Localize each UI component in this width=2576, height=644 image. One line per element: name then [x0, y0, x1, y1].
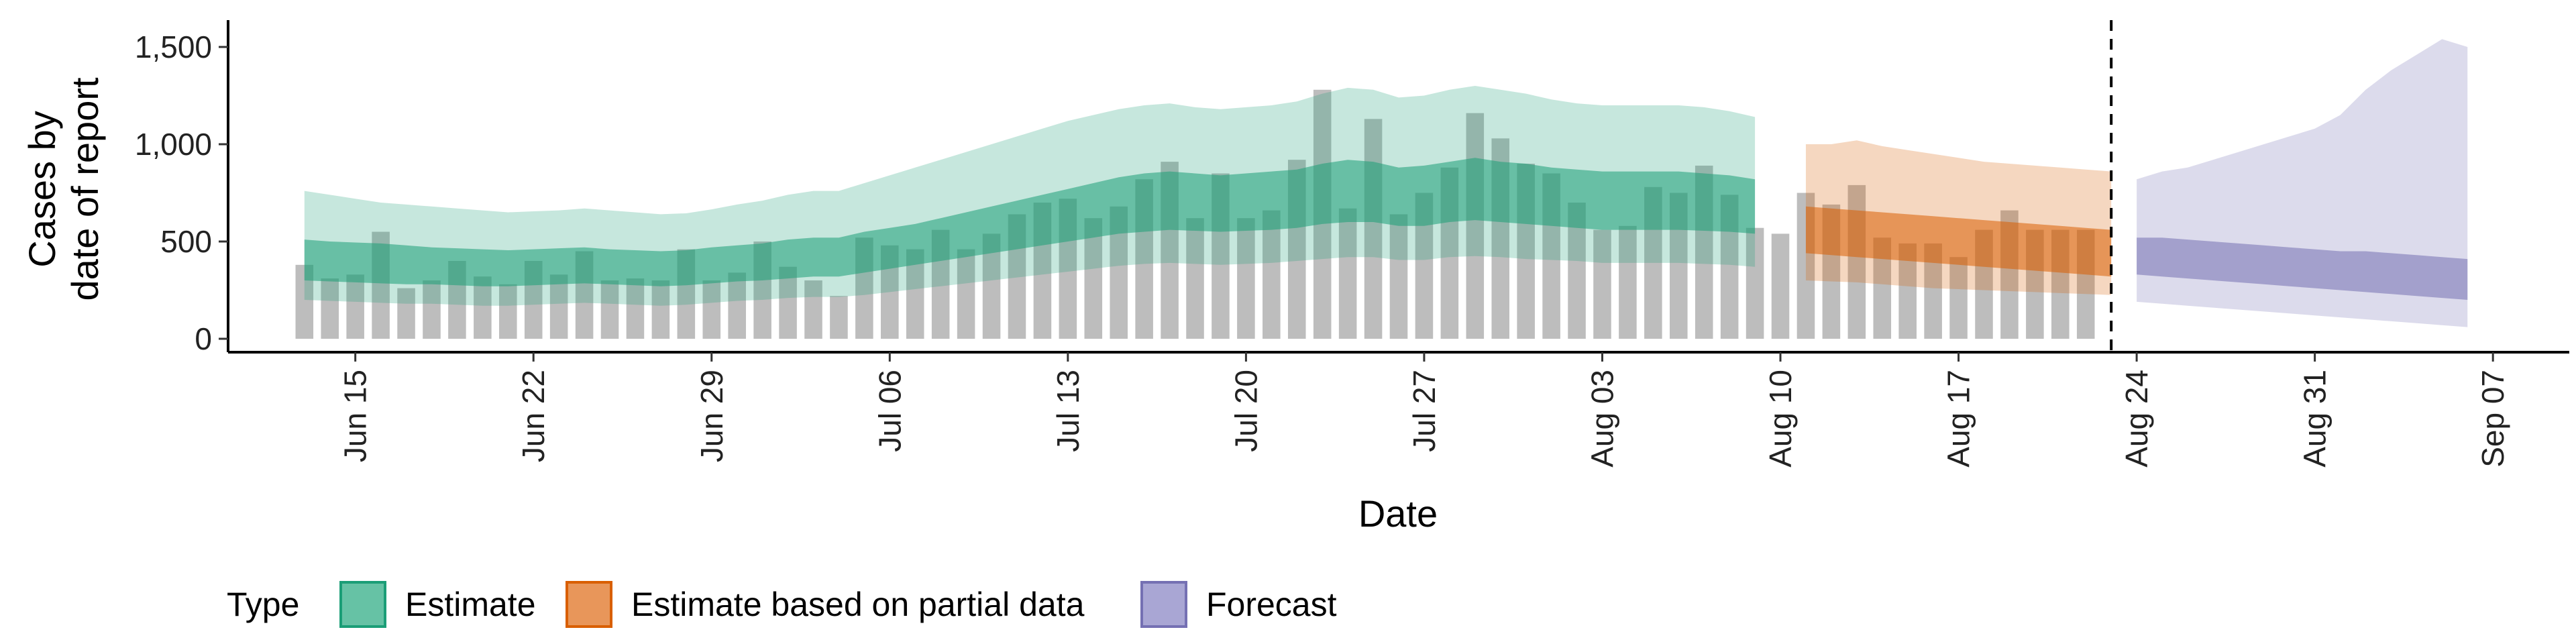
reported-cases-bar: [1389, 214, 1408, 339]
reported-cases-bar: [702, 280, 721, 339]
reported-cases-bar: [1619, 225, 1637, 339]
x-tick-label: Aug 17: [1941, 370, 1976, 468]
reported-cases-bar: [1338, 208, 1357, 339]
estimate-outer-band: [304, 86, 1756, 306]
x-tick-label: Jul 06: [872, 370, 907, 452]
reported-cases-bar: [626, 278, 645, 339]
reported-cases-bar: [346, 274, 364, 339]
reported-cases-bar: [600, 280, 619, 339]
y-axis-title-line-2: date of report: [64, 77, 106, 301]
reported-cases-bar: [1364, 119, 1383, 339]
x-tick-label: Jun 15: [338, 370, 373, 462]
reported-cases-bar: [474, 276, 492, 339]
x-tick-label: Jul 27: [1407, 370, 1442, 452]
reported-cases-bar: [728, 272, 746, 339]
estimate-inner-band: [304, 158, 1756, 286]
reported-cases-bar: [651, 280, 670, 339]
y-axis-title-line-1: Cases by: [21, 111, 63, 267]
reported-cases-bar: [321, 278, 339, 339]
reported-cases-bar: [549, 274, 568, 339]
legend: Type Estimate Estimate based on partial d…: [227, 581, 1337, 628]
reported-cases-bar: [957, 249, 975, 339]
y-axis-title: Cases by date of report: [21, 77, 106, 301]
x-tick-label: Jul 13: [1051, 370, 1085, 452]
legend-swatch: [566, 581, 612, 628]
y-tick-label: 0: [195, 321, 212, 356]
estimate-bands: [304, 39, 2468, 327]
reported-cases-bar: [1263, 210, 1281, 339]
legend-label: Forecast: [1206, 586, 1337, 623]
reported-cases-bar: [397, 288, 415, 339]
reported-cases-bar: [804, 280, 822, 339]
reported-cases-bar: [1771, 233, 1790, 339]
x-axis-title: Date: [1358, 492, 1438, 535]
legend-entries: Estimate Estimate based on partial data Fo…: [339, 581, 1337, 628]
legend-title: Type: [227, 586, 299, 623]
reported-cases-bar: [1186, 218, 1204, 339]
legend-label: Estimate based on partial data: [631, 586, 1085, 623]
reported-cases-bar: [1237, 218, 1255, 339]
x-axis-ticks: Jun 15 Jun 22 Jun 29 Jul 06 Jul 13 Jul 20 Jul …: [338, 352, 2510, 468]
legend-label: Estimate: [405, 586, 536, 623]
x-tick-label: Aug 10: [1763, 370, 1798, 468]
reported-cases-bar: [1466, 113, 1485, 339]
reported-cases-bar: [499, 284, 517, 339]
y-tick-label: 1,000: [135, 127, 212, 162]
legend-swatch: [1140, 581, 1187, 628]
reported-cases-bar: [830, 296, 848, 339]
reported-cases-bar: [1746, 227, 1764, 339]
x-tick-label: Aug 03: [1585, 370, 1619, 468]
x-tick-label: Aug 24: [2119, 370, 2154, 468]
y-tick-label: 1,500: [135, 30, 212, 64]
reported-cases-bar: [1593, 229, 1611, 339]
reported-cases-bar: [423, 280, 441, 339]
x-tick-label: Jun 29: [694, 370, 729, 462]
x-tick-label: Jun 22: [516, 370, 551, 462]
estimate-based-on-partial-data-inner-band: [1805, 206, 2112, 277]
legend-swatch: [339, 581, 386, 628]
x-tick-label: Aug 31: [2298, 370, 2332, 468]
axes: [227, 20, 2569, 354]
reported-cases-bar: [1949, 257, 1968, 339]
x-tick-label: Jul 20: [1228, 370, 1263, 452]
y-axis-ticks: 0 500 1,000 1,500: [135, 30, 228, 356]
x-tick-label: Sep 07: [2475, 370, 2510, 468]
y-tick-label: 500: [160, 224, 212, 259]
forecast-inner-band: [2137, 237, 2468, 300]
